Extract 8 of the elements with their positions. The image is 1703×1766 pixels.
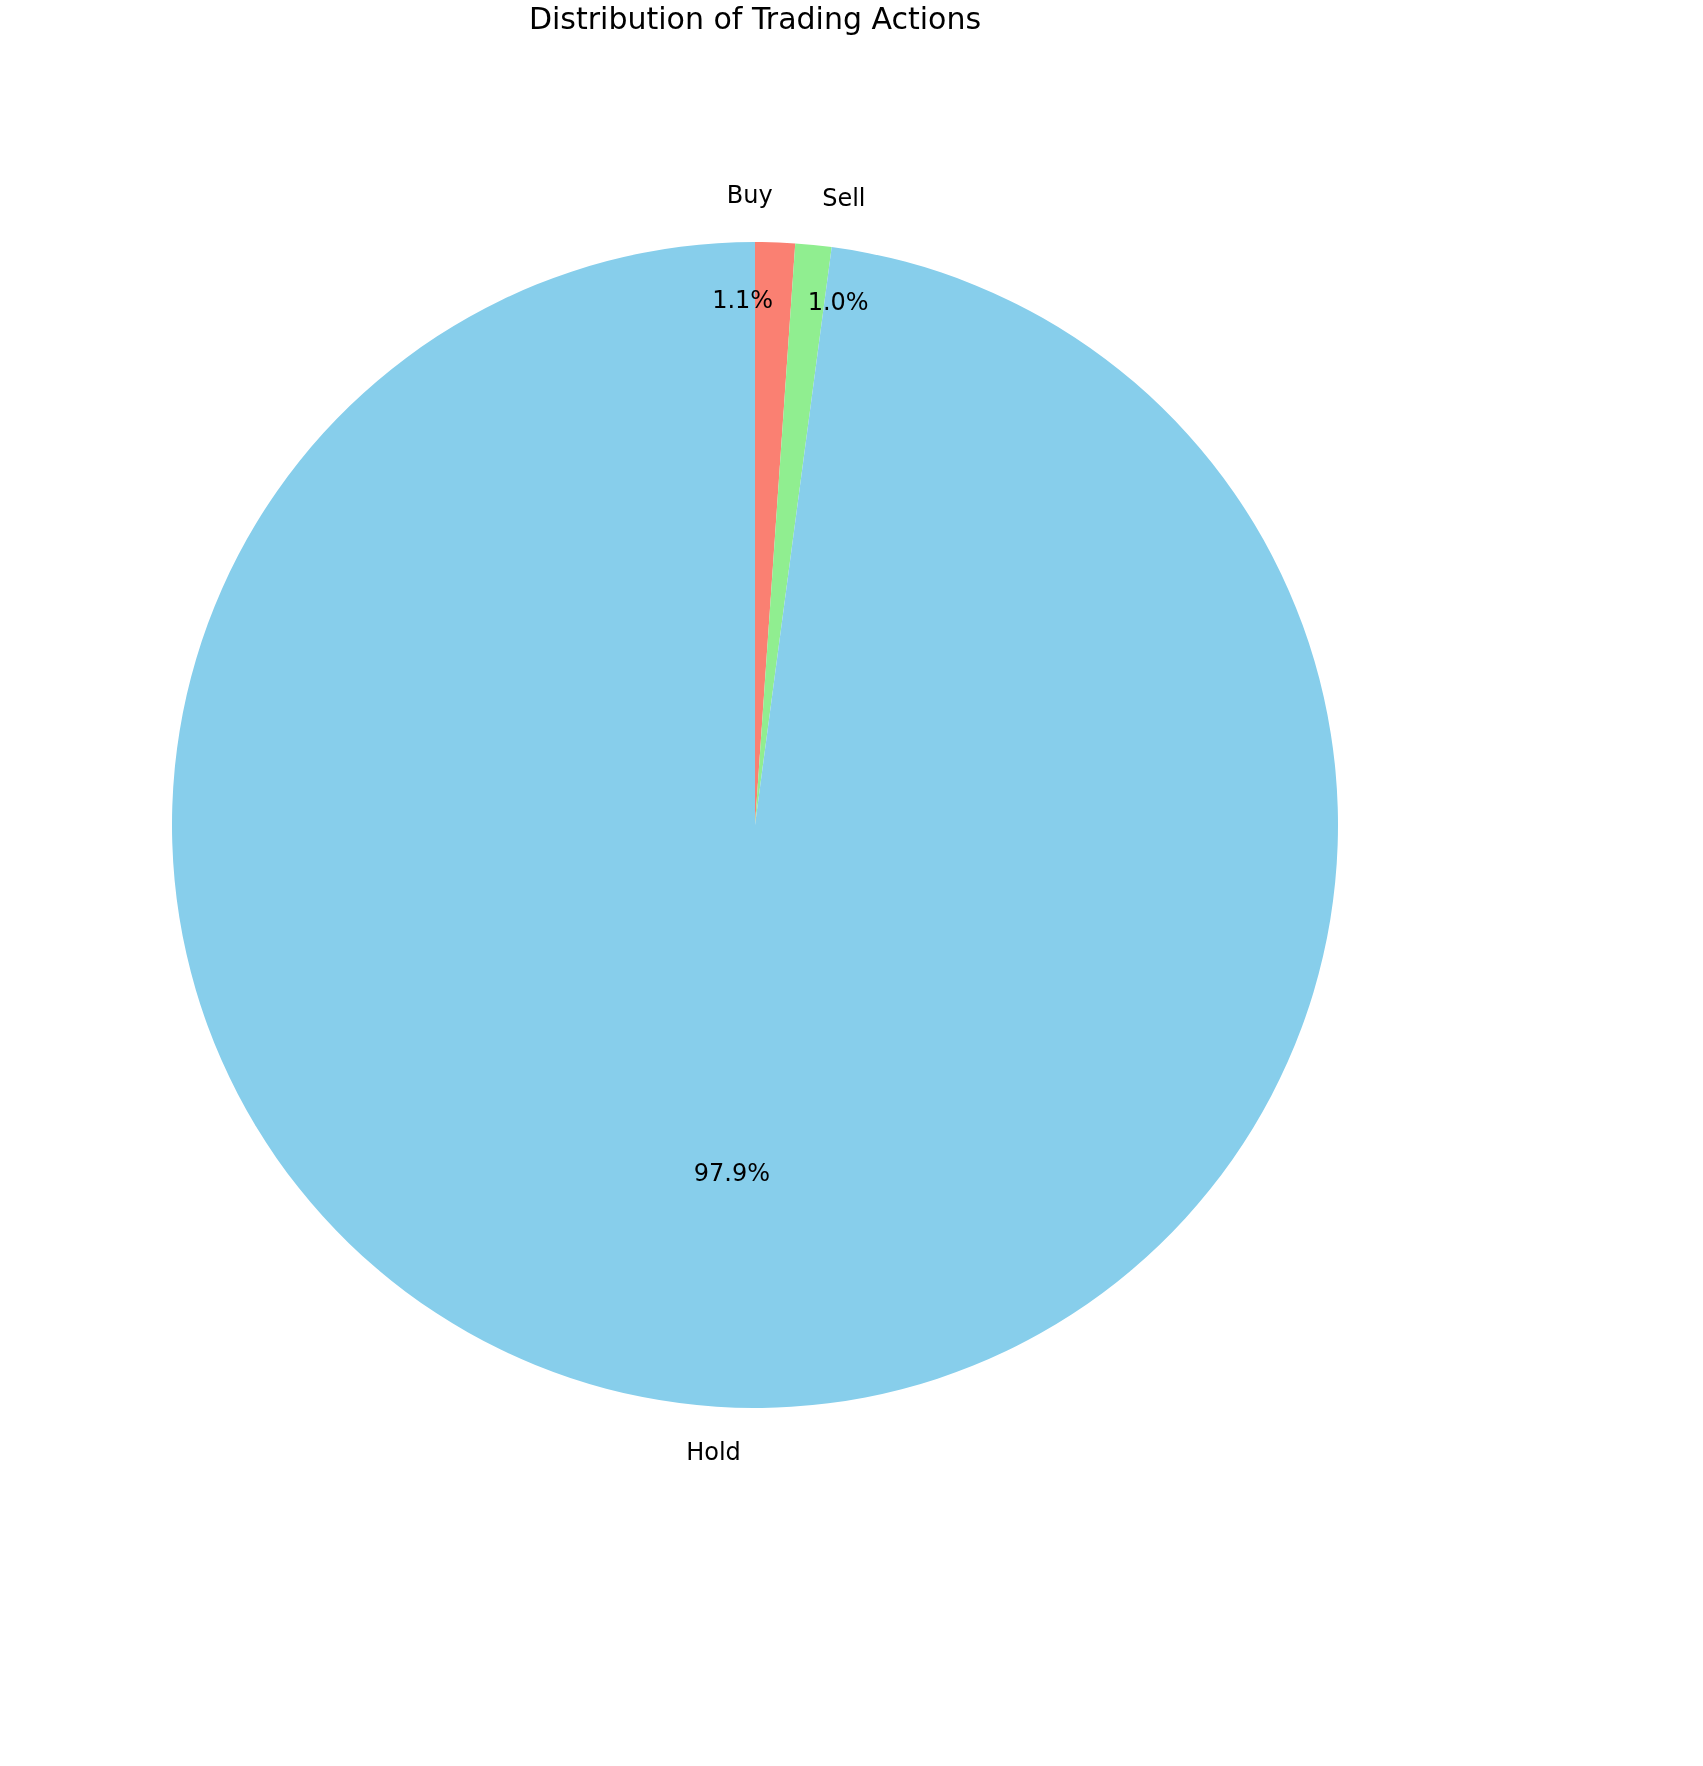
chart-title: Distribution of Trading Actions <box>528 1 982 36</box>
slice-label: Hold <box>686 1438 741 1467</box>
slice-label: Buy <box>726 180 773 209</box>
data-label: 1.1% <box>712 285 774 314</box>
slice-label: Sell <box>822 183 866 212</box>
data-label: 97.9% <box>693 1159 771 1188</box>
data-label: 1.0% <box>807 287 869 316</box>
pie-slice <box>172 242 1338 1407</box>
